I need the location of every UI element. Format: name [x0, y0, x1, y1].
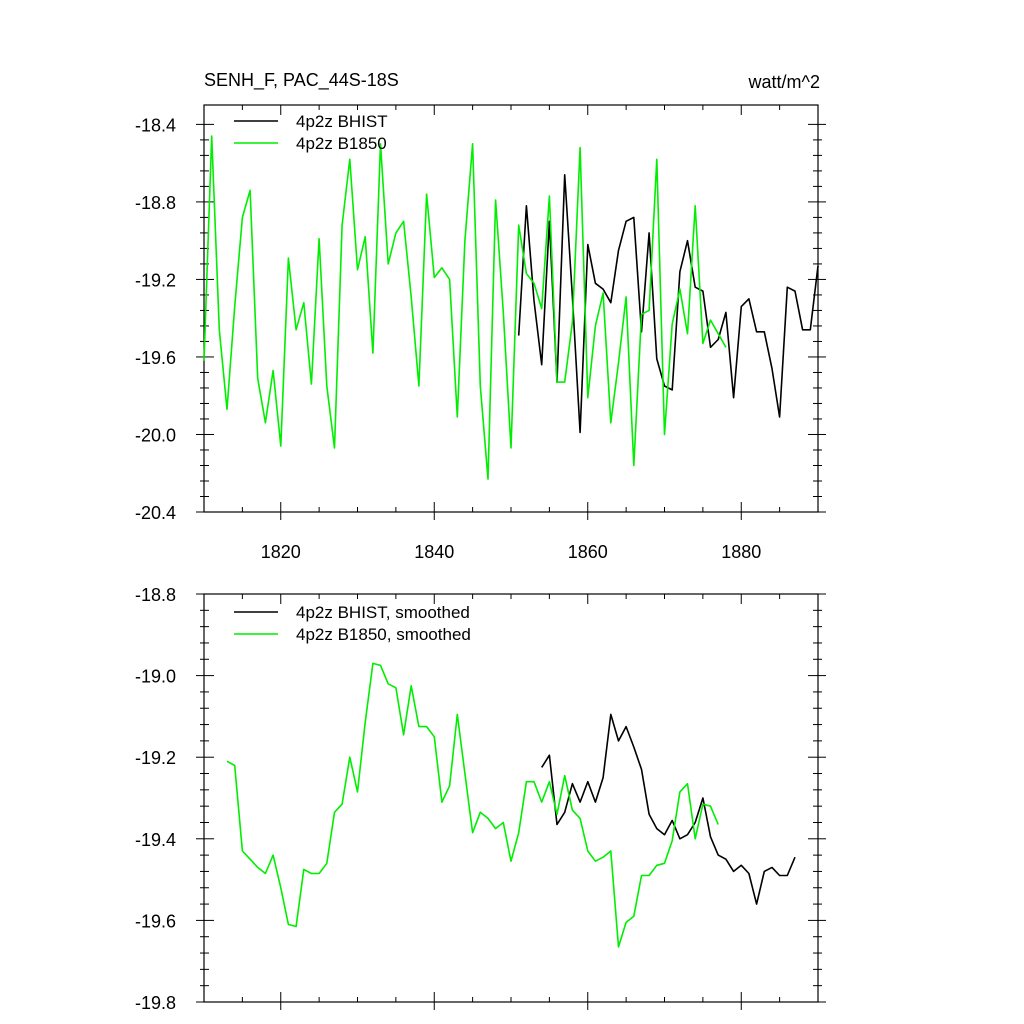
top-xtick-label: 1860: [568, 542, 608, 562]
legend-label-bhist: 4p2z BHIST: [296, 112, 388, 131]
top-series-line-b1850: [203, 135, 727, 480]
legend-label-bhist-smoothed: 4p2z BHIST, smoothed: [296, 603, 470, 622]
bottom-ytick-label: -19.8: [135, 993, 176, 1013]
top-series-lines: [203, 135, 819, 480]
top-ytick-label: -19.6: [135, 348, 176, 368]
legend-label-b1850-smoothed: 4p2z B1850, smoothed: [296, 625, 471, 644]
top-ytick-label: -20.4: [135, 503, 176, 523]
top-series-line-bhist: [517, 174, 819, 434]
bottom-ytick-label: -19.2: [135, 748, 176, 768]
bottom-panel: -18.8 -19.0 -19.2 -19.4 -19.6 -19.8 4p2z BHIS…: [135, 585, 826, 1013]
top-axis-ticks: 1820 1840 1860 1880 -18.4 -18.8 -19.2 -19.6 -20.…: [135, 105, 826, 562]
bottom-series-line-b1850: [226, 662, 719, 948]
top-legend: 4p2z BHIST 4p2z B1850: [234, 112, 388, 153]
units-label: watt/m^2: [748, 72, 820, 92]
bottom-series-lines: [226, 662, 796, 948]
bottom-axis-ticks: -18.8 -19.0 -19.2 -19.4 -19.6 -19.8: [135, 585, 826, 1013]
legend-label-b1850: 4p2z B1850: [296, 134, 387, 153]
chart-title: SENH_F, PAC_44S-18S: [204, 70, 399, 91]
top-plot-frame: [203, 104, 819, 513]
top-ytick-label: -19.2: [135, 270, 176, 290]
bottom-ytick-label: -19.4: [135, 830, 176, 850]
top-ytick-label: -18.8: [135, 193, 176, 213]
bottom-ytick-label: -19.6: [135, 911, 176, 931]
bottom-ytick-label: -19.0: [135, 667, 176, 687]
bottom-legend: 4p2z BHIST, smoothed 4p2z B1850, smoothe…: [234, 603, 471, 644]
top-xtick-label: 1840: [414, 542, 454, 562]
top-ytick-label: -20.0: [135, 425, 176, 445]
bottom-plot-frame: [203, 593, 819, 1003]
top-panel: 1820 1840 1860 1880 -18.4 -18.8 -19.2 -19.6 -20.…: [135, 104, 826, 562]
top-ytick-label: -18.4: [135, 115, 176, 135]
bottom-ytick-label: -18.8: [135, 585, 176, 605]
bottom-series-line-bhist: [541, 713, 796, 905]
top-xtick-label: 1880: [721, 542, 761, 562]
top-xtick-label: 1820: [261, 542, 301, 562]
